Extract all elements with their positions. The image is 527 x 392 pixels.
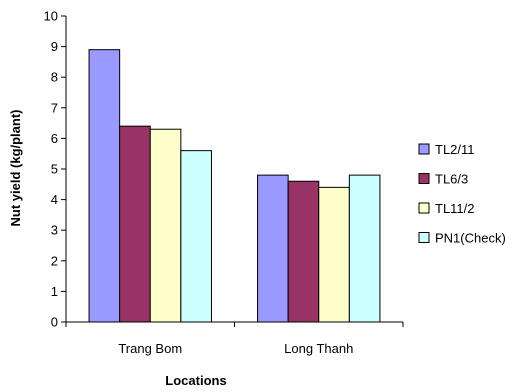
x-category-label: Trang Bom [118, 341, 182, 356]
legend-label: TL6/3 [435, 172, 468, 187]
x-axis-category-labels: Trang Bom Long Thanh [118, 341, 353, 356]
legend-label: TL11/2 [435, 201, 475, 216]
legend-label: PN1(Check) [435, 231, 506, 246]
y-tick-label: 0 [51, 315, 58, 330]
legend-label: TL2/11 [435, 142, 475, 157]
y-tick-label: 6 [51, 131, 58, 146]
y-tick-label: 1 [51, 284, 58, 299]
bar [119, 125, 151, 323]
y-axis-ticks: 0 1 2 3 4 5 6 7 8 9 10 [44, 9, 66, 330]
x-category-label: Long Thanh [284, 341, 353, 356]
x-axis-title: Locations [165, 373, 226, 388]
y-tick-label: 7 [51, 100, 58, 115]
legend-swatch [418, 173, 430, 184]
legend: TL2/11 TL6/3 TL11/2 PN1(Check) [418, 142, 506, 246]
y-tick-label: 4 [51, 192, 58, 207]
bar [257, 174, 289, 323]
y-tick-label: 10 [44, 9, 58, 24]
y-tick-label: 2 [51, 253, 58, 268]
bars-group [88, 49, 381, 323]
y-tick-label: 9 [51, 39, 58, 54]
legend-swatch [418, 143, 430, 155]
legend-swatch [418, 202, 430, 214]
bar [348, 174, 381, 323]
bar [149, 128, 182, 323]
y-axis-title: Nut yield (kg/plant) [8, 110, 23, 227]
y-tick-label: 3 [51, 223, 58, 238]
bar [287, 180, 320, 323]
axes-group [65, 16, 404, 327]
y-tick-label: 8 [51, 70, 58, 85]
bar [180, 150, 212, 323]
y-tick-label: 5 [51, 162, 58, 177]
legend-swatch [418, 232, 430, 243]
bar [318, 186, 350, 323]
bar [88, 49, 121, 323]
